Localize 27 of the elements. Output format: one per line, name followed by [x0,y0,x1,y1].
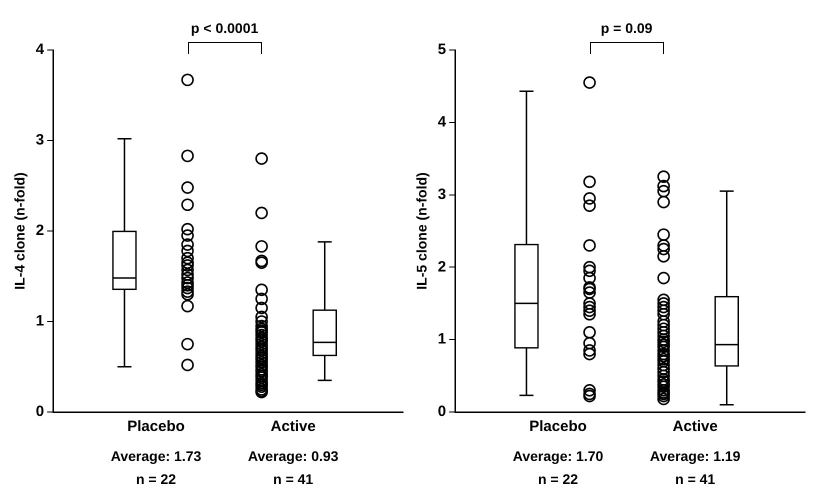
y-tick-label: 0 [438,403,446,420]
x-tick-label: Placebo [529,418,587,436]
y-tick-label: 3 [36,132,44,149]
y-tick-label: 2 [36,222,44,240]
x-tick-label: Active [672,418,718,436]
text: p = 0.09 [600,20,653,36]
text: n = 22 [538,470,578,487]
y-tick-label: 0 [36,403,44,420]
y-tick-label: 4 [36,41,45,58]
text: n = 41 [273,470,314,487]
text: Average: 1.19 [650,448,741,464]
y-tick-label: 1 [36,312,44,330]
y-tick-label: 1 [438,330,446,348]
text: n = 41 [675,470,716,487]
y-tick-label: 2 [438,258,446,276]
y-axis-title: IL-4 clone (n-fold) [11,172,28,290]
x-tick-label: Active [270,418,316,436]
y-axis-title: IL-5 clone (n-fold) [413,172,430,290]
y-tick-label: 4 [438,114,447,131]
y-tick-label: 3 [438,186,446,203]
text: Average: 0.93 [248,448,339,464]
text: p < 0.0001 [190,20,258,36]
text: Average: 1.73 [110,448,202,464]
text: Average: 1.70 [512,448,604,464]
x-tick-label: Placebo [127,418,185,436]
text: n = 22 [136,470,176,487]
y-tick-label: 5 [438,41,446,58]
